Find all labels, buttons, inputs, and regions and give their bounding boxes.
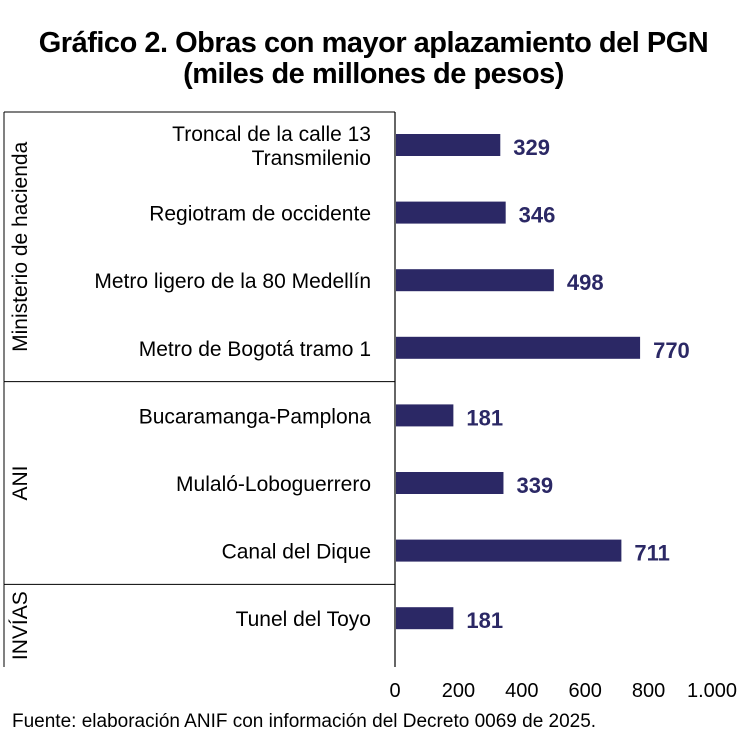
x-tick-label: 1.000 [687, 680, 737, 702]
data-label: 339 [516, 473, 553, 498]
bar [396, 404, 454, 427]
category-label: Tunel del Toyo [236, 608, 371, 631]
x-tick-label: 600 [569, 680, 602, 702]
chart-title: Gráfico 2. Obras con mayor aplazamiento … [0, 28, 747, 90]
data-label: 770 [653, 338, 690, 363]
data-label: 181 [466, 608, 503, 633]
data-label: 181 [466, 405, 503, 430]
x-tick-label: 800 [632, 680, 665, 702]
bar [396, 472, 504, 494]
group-label: Ministerio de hacienda [9, 141, 32, 351]
category-label: Regiotram de occidente [149, 203, 371, 226]
chart-title-line1: Gráfico 2. Obras con mayor aplazamiento … [38, 27, 709, 59]
category-label: Transmilenio [252, 147, 371, 170]
data-label: 498 [567, 270, 604, 295]
x-tick-label: 0 [389, 680, 400, 702]
bar [396, 539, 622, 562]
category-label: Bucaramanga-Pamplona [139, 405, 372, 428]
bar [396, 607, 454, 630]
bar [396, 269, 554, 292]
x-tick-label: 200 [442, 680, 475, 702]
data-label: 346 [519, 203, 556, 228]
category-label: Metro ligero de la 80 Medellín [94, 270, 371, 293]
x-tick-label: 400 [505, 680, 538, 702]
source-note: Fuente: elaboración ANIF con información… [12, 711, 597, 732]
data-label: 711 [634, 541, 670, 566]
chart-title-line2: (miles de millones de pesos) [183, 58, 564, 90]
data-label: 329 [513, 135, 550, 160]
category-label: Mulaló-Loboguerrero [176, 473, 371, 496]
group-label: INVÍAS [9, 591, 32, 660]
bar [396, 134, 501, 156]
category-label: Canal del Dique [222, 541, 371, 564]
category-label: Troncal de la calle 13 [172, 123, 371, 146]
bar [396, 336, 641, 359]
bar [396, 201, 506, 224]
group-label: ANI [9, 465, 32, 500]
category-label: Metro de Bogotá tramo 1 [139, 338, 371, 361]
